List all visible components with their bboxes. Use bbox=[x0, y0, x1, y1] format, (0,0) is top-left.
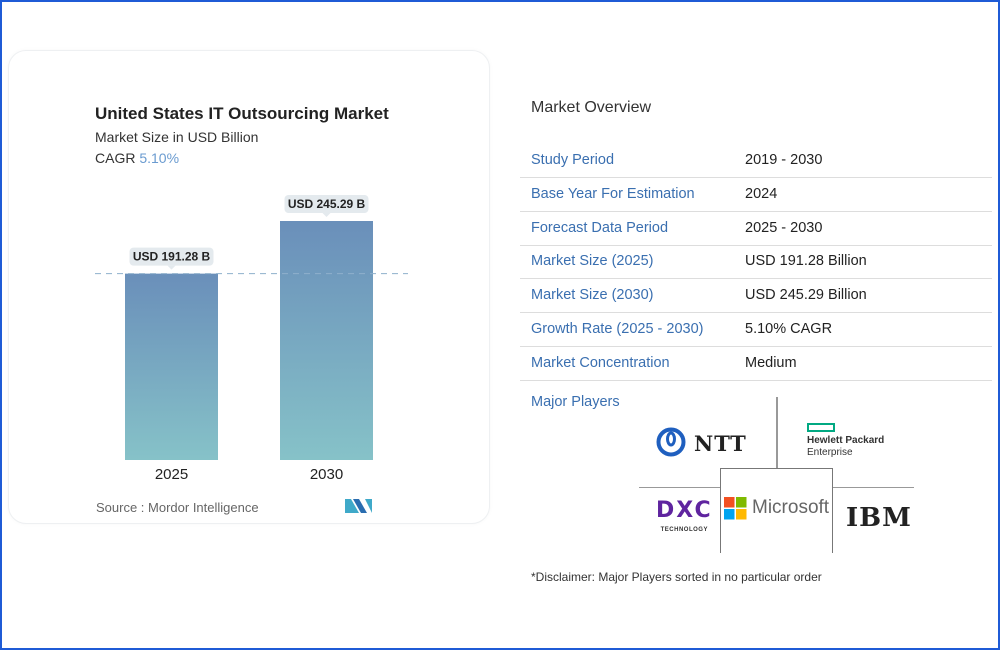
data-label: USD 191.28 B bbox=[133, 250, 211, 264]
row-value: USD 191.28 Billion bbox=[745, 253, 867, 270]
bar-2030 bbox=[280, 221, 373, 460]
chart-title: United States IT Outsourcing Market bbox=[95, 104, 389, 123]
overview-row: Growth Rate (2025 - 2030) 5.10% CAGR bbox=[520, 313, 992, 347]
chart-card bbox=[8, 50, 490, 524]
divider bbox=[639, 487, 721, 488]
major-players-label: Major Players bbox=[531, 394, 620, 410]
row-label: Forecast Data Period bbox=[531, 219, 669, 236]
market-overview-title: Market Overview bbox=[531, 99, 652, 116]
row-value: Medium bbox=[745, 354, 797, 371]
disclaimer: *Disclaimer: Major Players sorted in no … bbox=[531, 570, 822, 584]
row-label: Growth Rate (2025 - 2030) bbox=[531, 321, 704, 337]
ntt-text: NTT bbox=[694, 431, 747, 456]
data-label-pointer bbox=[322, 213, 331, 217]
ntt-logo: NTT bbox=[656, 427, 746, 462]
x-tick-label: 2030 bbox=[310, 466, 343, 483]
overview-row: Market Concentration Medium bbox=[520, 347, 992, 381]
data-label-bg bbox=[129, 247, 214, 266]
hpe-logo: Hewlett Packard Enterprise bbox=[807, 423, 884, 459]
row-value: 5.10% CAGR bbox=[745, 321, 833, 337]
dxc-logo: DXC TECHNOLOGY bbox=[656, 498, 713, 534]
overview-row: Study Period 2019 - 2030 bbox=[520, 144, 992, 178]
hpe-text-2: Enterprise bbox=[807, 447, 853, 458]
source-text: Source : Mordor Intelligence bbox=[96, 500, 259, 515]
cagr-value: 5.10% bbox=[139, 150, 180, 166]
row-value: USD 245.29 Billion bbox=[745, 287, 867, 304]
data-label: USD 245.29 B bbox=[288, 197, 366, 211]
chart-subtitle: Market Size in USD Billion bbox=[95, 129, 259, 145]
overview-row: Forecast Data Period 2025 - 2030 bbox=[520, 212, 992, 246]
row-label: Market Concentration bbox=[531, 354, 670, 371]
hpe-icon bbox=[807, 423, 835, 432]
bar-2025 bbox=[125, 273, 218, 460]
dxc-sub: TECHNOLOGY bbox=[660, 527, 708, 533]
mordor-intelligence-logo bbox=[345, 499, 372, 513]
microsoft-box bbox=[720, 468, 833, 553]
ntt-icon bbox=[656, 427, 686, 457]
cagr: CAGR 5.10% bbox=[95, 150, 179, 166]
row-label: Base Year For Estimation bbox=[531, 185, 695, 202]
data-label-bg bbox=[284, 195, 369, 213]
row-label: Market Size (2030) bbox=[531, 287, 654, 304]
row-value: 2025 - 2030 bbox=[745, 219, 823, 236]
divider bbox=[832, 487, 914, 488]
dxc-text: DXC bbox=[656, 498, 713, 523]
row-value: 2024 bbox=[745, 185, 778, 202]
data-label-pointer bbox=[167, 265, 176, 270]
divider bbox=[776, 397, 778, 468]
x-tick-label: 2025 bbox=[155, 466, 188, 483]
ibm-logo: IBM bbox=[846, 503, 912, 533]
row-value: 2019 - 2030 bbox=[745, 152, 823, 168]
microsoft-logo: Microsoft bbox=[724, 497, 829, 525]
row-label: Study Period bbox=[531, 152, 615, 168]
overview-row: Base Year For Estimation 2024 bbox=[520, 178, 992, 212]
cagr-label: CAGR bbox=[95, 150, 136, 166]
microsoft-text: Microsoft bbox=[752, 497, 830, 518]
microsoft-icon bbox=[724, 497, 747, 520]
bar-chart: USD 191.28 B 2025 USD 245.29 B 2030 bbox=[95, 195, 408, 483]
overview-row: Market Size (2025) USD 191.28 Billion bbox=[520, 245, 992, 280]
hpe-text-1: Hewlett Packard bbox=[807, 435, 885, 446]
row-label: Market Size (2025) bbox=[531, 253, 654, 270]
overview-row: Market Size (2030) USD 245.29 Billion bbox=[520, 279, 992, 314]
